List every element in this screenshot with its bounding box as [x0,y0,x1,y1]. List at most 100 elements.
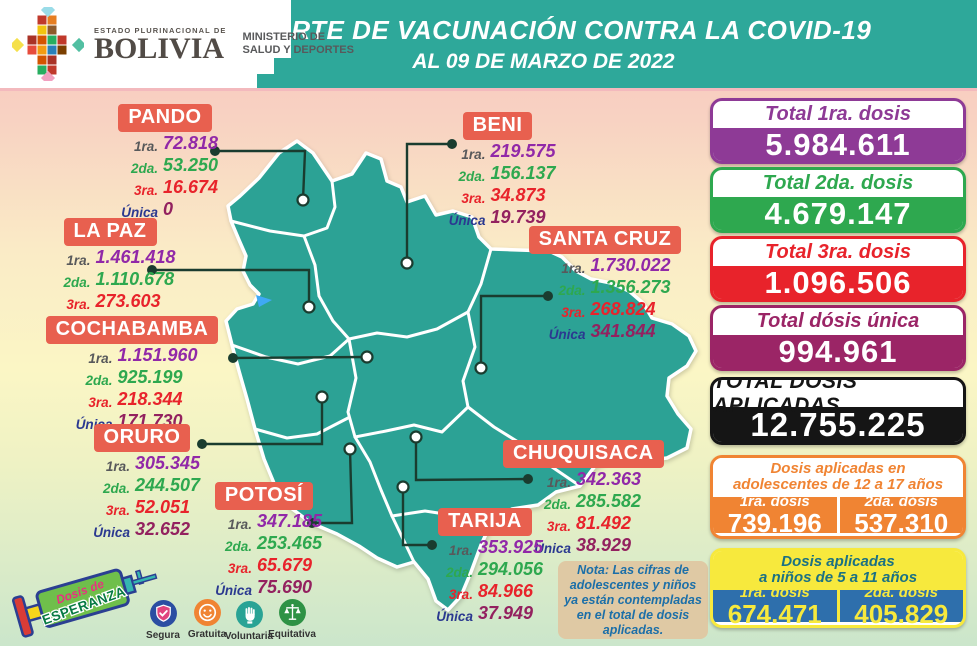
dose3-label: 3ra. [461,191,486,206]
total-card-unique-dose: Total dósis única 994.961 [710,305,966,371]
department-santa-cruz: SANTA CRUZ 1ra. 1.730.022 2da. 1.356.273 3… [515,226,695,344]
dose2-label: 2da. [445,565,473,580]
dose2-label: 2da. [224,539,252,554]
unique-dose-value: 0 [162,199,173,219]
dose3-value: 65.679 [256,555,313,575]
balance-scale-icon [278,599,306,626]
department-name-label: COCHABAMBA [45,316,219,344]
dose2-label: 2da. [102,481,130,496]
department-name-label: PANDO [118,104,212,132]
government-logo: ESTADO PLURINACIONAL DE BOLIVIA MINISTER… [12,7,354,81]
dose3-label: 3ra. [105,503,130,518]
unique-dose-value: 75.690 [256,577,313,597]
children-card-body: 1ra. dósis 674.471 2da. dósis 405.829 [713,585,963,626]
dose1-value: 219.575 [490,141,556,161]
note-box: Nota: Las cifras de adolescentes y niños… [558,561,708,639]
column-divider [836,497,840,533]
total-card-title: TOTAL DOSIS APLICADAS [713,377,858,417]
adolescents-card-body: 1ra. dósis 739.196 2da. dósis 537.310 [713,493,963,538]
unique-dose-label: Única [93,525,130,540]
unique-dose-value: 32.652 [134,519,191,539]
state-pretitle: ESTADO PLURINACIONAL DE [94,25,227,35]
connector-source-dots [147,139,553,550]
department-stats: 1ra. 353.925 2da. 294.056 3ra. 84.966 Única… [410,538,560,626]
unique-dose-label: Única [548,327,586,342]
dose3-value: 273.603 [95,291,161,311]
dose2-label: 2da. [85,373,113,388]
department-cochabamba: COCHABAMBA 1ra. 1.151.960 2da. 925.199 3ra… [32,316,232,434]
unique-dose-label: Única [436,609,473,624]
dose2-value: 253.465 [256,533,323,553]
dose1-label: 1ra. [105,459,130,474]
shield-check-icon [149,600,177,627]
adolescents-doses-card: Dosis aplicadas en adolescentes de 12 a … [710,455,966,539]
dose3-label: 3ra. [88,395,113,410]
map-location-dots [296,193,488,494]
unique-dose-value: 19.739 [490,207,546,227]
bolivia-country-shape [224,139,698,612]
total-card-dose2: Total 2da. dosis 4.679.147 [710,167,966,233]
adolescents-card-title: Dosis aplicadas en adolescentes de 12 a … [713,458,963,497]
total-card-dose1: Total 1ra. dosis 5.984.611 [710,98,966,164]
dose3-label: 3ra. [66,297,91,312]
ministry-line2: SALUD Y DEPORTES [242,44,354,56]
unique-dose-label: Única [448,213,486,228]
children-dose2-value: 405.829 [854,599,949,628]
unique-dose-value: 341.844 [590,321,656,341]
value-icon-label: Gratuita [187,629,227,640]
dose2-label: 2da. [130,161,158,176]
dose1-value: 72.818 [162,133,219,153]
header-title-band: REPORTE DE VACUNACIÓN CONTRA LA COVID-19… [215,0,977,88]
children-title-line2: a niños de 5 a 11 años [758,569,918,586]
dose2-value: 1.110.678 [95,269,175,289]
adolescents-title-line1: Dosis aplicadas en [770,460,906,477]
total-card-title: Total 2da. dosis [762,172,914,194]
department-name-label: BENI [462,112,533,140]
dose3-label: 3ra. [227,561,252,576]
department-pando: PANDO 1ra. 72.818 2da. 53.250 3ra. 16.674 Ú… [95,104,235,222]
dose1-value: 1.730.022 [590,255,671,275]
column-divider [836,590,840,622]
department-name-label: TARIJA [438,508,532,536]
total-card-value: 1.096.506 [713,265,963,299]
value-icon-equitativa: Equitativa [263,598,321,640]
report-title: REPORTE DE VACUNACIÓN CONTRA LA COVID-19 [215,14,872,45]
children-dose1-col: 1ra. dósis 674.471 [713,585,837,626]
department-name-label: SANTA CRUZ [528,226,682,254]
department-stats: 1ra. 219.575 2da. 156.137 3ra. 34.873 Única… [425,142,570,230]
dose2-label: 2da. [543,497,571,512]
dose2-label: 2da. [558,283,586,298]
dose3-value: 16.674 [162,177,219,197]
department-stats: 1ra. 347.185 2da. 253.465 3ra. 65.679 Única… [189,512,339,600]
department-name-label: ORURO [93,424,191,452]
dose2-value: 925.199 [117,367,183,387]
adolescents-dose1-label: 1ra. dósis [739,493,810,510]
adolescents-dose2-value: 537.310 [854,508,949,538]
dose3-label: 3ra. [561,305,586,320]
report-date: AL 09 DE MARZO DE 2022 [412,49,675,73]
total-card-value: 12.755.225 [713,406,963,442]
unique-dose-label: Única [215,583,252,598]
dose2-value: 244.507 [134,475,201,495]
lake-titicaca-icon [256,295,272,307]
dose2-label: 2da. [458,169,486,184]
total-card-value: 4.679.147 [713,196,963,230]
connector-lines [152,142,548,547]
total-card-all-doses: TOTAL DOSIS APLICADAS 12.755.225 [710,377,966,445]
total-card-title: Total 3ra. dosis [765,241,911,263]
dose1-label: 1ra. [66,253,91,268]
department-stats: 1ra. 1.730.022 2da. 1.356.273 3ra. 268.824 … [515,256,695,344]
department-name-label: CHUQUISACA [503,440,664,468]
hope-dose-syringe-icon: Dosis de ESPERANZA [12,568,158,638]
children-dose2-label: 2da. dósis [864,584,938,601]
ministry-line1: MINISTERIO DE [242,31,326,43]
logo-text-block: ESTADO PLURINACIONAL DE BOLIVIA [94,25,227,64]
department-stats: 1ra. 305.345 2da. 244.507 3ra. 52.051 Única… [67,454,217,542]
dose1-value: 342.363 [575,469,642,489]
adolescents-dose1-col: 1ra. dósis 739.196 [713,493,837,537]
note-bold-prefix: Nota: [577,562,610,577]
dose1-label: 1ra. [461,147,486,162]
dose1-label: 1ra. [133,139,158,154]
unique-dose-label: Única [121,205,158,220]
dose3-value: 34.873 [490,185,546,205]
